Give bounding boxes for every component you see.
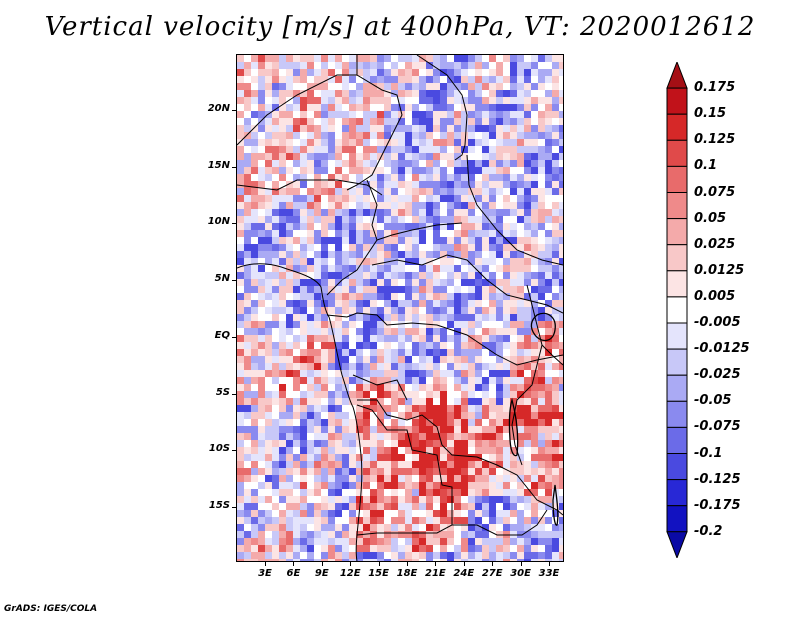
country-border <box>352 374 408 401</box>
colorbar-label: -0.005 <box>694 315 741 330</box>
colorbar-segment <box>666 87 688 115</box>
field-cells <box>237 55 563 561</box>
colorbar-arrow-top <box>666 62 688 89</box>
colorbar-label: 0.0125 <box>694 262 745 278</box>
colorbar-label: -0.05 <box>694 393 732 409</box>
lat-tick <box>232 393 236 395</box>
lat-tick <box>232 223 236 225</box>
colorbar-label: 0.005 <box>694 288 736 304</box>
colorbar-segment <box>666 296 688 324</box>
lat-label: 15S <box>208 499 230 511</box>
lat-tick <box>232 166 236 168</box>
colorbar-segment <box>666 374 688 402</box>
colorbar-label: 0.175 <box>694 80 736 96</box>
colorbar-label: -0.025 <box>694 367 741 383</box>
lat-label: 10N <box>207 216 230 228</box>
country-border <box>357 399 563 516</box>
country-border <box>416 55 468 161</box>
colorbar-segment <box>666 348 688 376</box>
lon-tick <box>350 562 352 566</box>
colorbar-segment <box>666 453 688 481</box>
lat-tick <box>232 280 236 282</box>
lat-label: 10S <box>208 443 230 455</box>
lon-tick <box>492 562 494 566</box>
country-border <box>237 74 357 146</box>
lon-tick <box>265 562 266 566</box>
colorbar-segment <box>666 244 688 272</box>
lat-tick <box>232 506 236 508</box>
lake-outline <box>508 397 519 457</box>
colorbar-segment <box>666 505 688 533</box>
colorbar-label: -0.175 <box>694 497 741 513</box>
lon-tick <box>549 562 550 566</box>
lat-label: EQ <box>214 329 230 341</box>
lon-tick <box>520 562 522 566</box>
colorbar-label: -0.075 <box>694 419 741 435</box>
colorbar-segment <box>666 479 688 507</box>
lat-tick <box>232 450 236 452</box>
lat-label: 5S <box>215 386 230 398</box>
colorbar <box>666 62 688 558</box>
lon-tick <box>321 562 323 566</box>
colorbar-label: 0.1 <box>694 158 718 174</box>
lat-tick <box>232 336 236 338</box>
colorbar-label: 0.15 <box>694 106 727 122</box>
colorbar-segment <box>666 270 688 298</box>
lat-label: 20N <box>207 103 230 114</box>
lon-label: 15E <box>368 568 389 579</box>
colorbar-segment <box>666 165 688 194</box>
lake-outline <box>552 484 559 526</box>
lon-label: 6E <box>286 568 301 579</box>
lon-tick <box>293 562 295 566</box>
lon-label: 3E <box>258 568 272 579</box>
colorbar-label: -0.125 <box>694 471 741 487</box>
country-border <box>326 312 563 366</box>
colorbar-arrow-bottom <box>666 531 688 558</box>
lon-label: 27E <box>481 568 503 579</box>
lat-label: 5N <box>214 273 230 285</box>
colorbar-label: -0.2 <box>694 523 723 539</box>
colorbar-segment <box>666 113 688 141</box>
colorbar-segment <box>666 426 688 454</box>
colorbar-label: 0.125 <box>694 132 736 148</box>
country-border <box>466 154 563 266</box>
country-border <box>376 222 463 241</box>
lon-label: 21E <box>425 568 446 579</box>
country-border <box>452 509 548 536</box>
lat-label: 15N <box>207 159 230 171</box>
lon-tick <box>407 562 408 566</box>
lon-label: 9E <box>314 568 329 579</box>
colorbar-label: -0.1 <box>694 445 723 461</box>
velocity-field <box>237 55 563 561</box>
country-border <box>346 55 403 191</box>
lon-tick <box>378 562 380 566</box>
colorbar-segment <box>666 139 688 167</box>
lon-label: 18E <box>396 568 418 579</box>
colorbar-segment <box>666 218 688 246</box>
country-border <box>371 254 563 314</box>
lon-label: 30E <box>510 568 531 579</box>
lon-label: 12E <box>339 568 361 579</box>
country-border <box>541 344 563 366</box>
colorbar-segment <box>666 192 688 220</box>
colorbar-label: 0.025 <box>694 236 736 252</box>
lon-tick <box>463 562 465 566</box>
lake-outline <box>530 312 556 342</box>
lat-tick <box>232 110 236 111</box>
country-border <box>356 404 453 536</box>
lon-label: 24E <box>453 568 475 579</box>
colorbar-segment <box>666 400 688 428</box>
map-title: Vertical velocity [m/s] at 400hPa, VT: 2… <box>44 12 756 42</box>
colorbar-label: 0.075 <box>694 184 736 200</box>
colorbar-label: -0.0125 <box>694 341 750 357</box>
colorbar-segment <box>666 322 688 350</box>
country-border <box>511 284 543 466</box>
map-panel <box>236 54 564 562</box>
country-border <box>326 179 378 296</box>
lon-tick <box>435 562 437 566</box>
colorbar-label: 0.05 <box>694 210 727 226</box>
lon-label: 33E <box>538 568 560 579</box>
credit-text: GrADS: IGES/COLA <box>4 604 98 614</box>
country-border <box>237 263 363 561</box>
